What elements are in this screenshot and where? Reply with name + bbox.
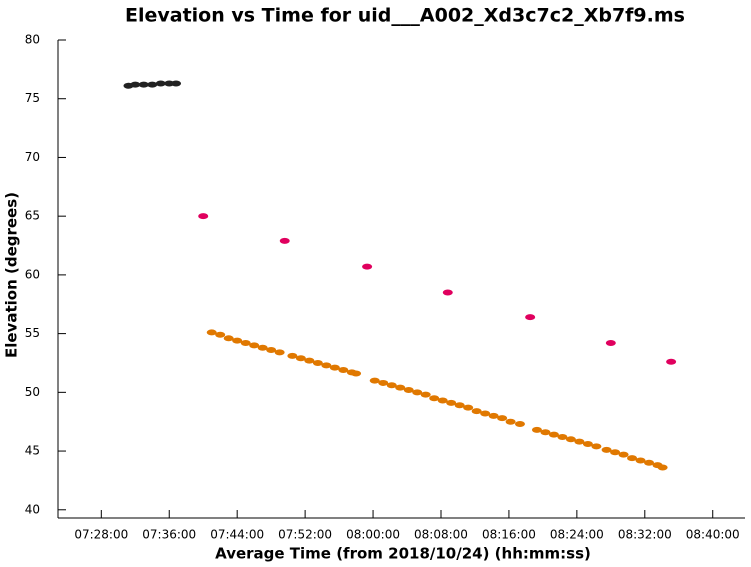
point [155, 80, 166, 87]
point [338, 367, 349, 374]
point [497, 415, 508, 422]
point [429, 395, 440, 402]
point [463, 404, 474, 411]
point [312, 359, 323, 366]
x-tick-label: 07:36:00 [142, 528, 196, 542]
point [369, 377, 380, 384]
point [618, 451, 629, 458]
x-axis-label: Average Time (from 2018/10/24) (hh:mm:ss… [215, 545, 591, 563]
point [266, 347, 277, 354]
point [644, 459, 655, 466]
point [657, 464, 668, 471]
point [591, 443, 602, 450]
point [565, 436, 576, 443]
point [601, 446, 612, 453]
x-tick-label: 07:52:00 [278, 528, 332, 542]
point [666, 358, 677, 365]
point [130, 81, 141, 88]
point [420, 391, 431, 398]
point [287, 352, 298, 359]
point [540, 429, 551, 436]
y-tick-label: 60 [25, 267, 40, 281]
x-tick-label: 08:40:00 [686, 528, 740, 542]
y-tick-label: 45 [25, 444, 40, 458]
point [198, 213, 209, 220]
chart-title: Elevation vs Time for uid___A002_Xd3c7c2… [125, 5, 685, 27]
point [206, 329, 217, 336]
point [442, 289, 453, 296]
point [412, 389, 423, 396]
x-tick-label: 08:08:00 [414, 528, 468, 542]
point [378, 379, 389, 386]
x-tick-label: 07:44:00 [210, 528, 264, 542]
point [480, 410, 491, 417]
point [249, 342, 260, 349]
point [446, 399, 457, 406]
point [351, 370, 362, 377]
point [395, 384, 406, 391]
point [403, 386, 414, 393]
point [274, 349, 285, 356]
point [257, 344, 268, 351]
y-tick-label: 50 [25, 385, 40, 399]
point [215, 331, 226, 338]
y-tick-label: 70 [25, 150, 40, 164]
x-tick-label: 08:00:00 [346, 528, 400, 542]
point [362, 263, 373, 270]
point [329, 364, 340, 371]
point [548, 431, 559, 438]
point [488, 412, 499, 419]
point [138, 81, 149, 88]
point [437, 397, 448, 404]
point [454, 402, 465, 409]
point [627, 455, 638, 462]
point [605, 340, 616, 347]
point [582, 441, 593, 448]
point [635, 457, 646, 464]
point [304, 357, 315, 364]
point [232, 337, 243, 344]
y-tick-label: 80 [25, 33, 40, 47]
point [471, 408, 482, 415]
point [574, 438, 585, 445]
point [531, 426, 542, 433]
x-tick-label: 07:28:00 [74, 528, 128, 542]
y-tick-label: 65 [25, 209, 40, 223]
y-tick-label: 55 [25, 326, 40, 340]
point [505, 418, 516, 425]
y-tick-label: 40 [25, 502, 40, 516]
point [557, 433, 568, 440]
point [240, 340, 251, 347]
point [223, 335, 234, 342]
point [321, 362, 332, 369]
y-axis-label: Elevation (degrees) [3, 192, 21, 358]
point [295, 355, 306, 362]
point [514, 421, 525, 428]
point [171, 80, 182, 87]
point [386, 382, 397, 389]
point [279, 237, 290, 244]
x-tick-label: 08:32:00 [618, 528, 672, 542]
x-tick-label: 08:24:00 [550, 528, 604, 542]
point [147, 81, 158, 88]
point [525, 314, 536, 321]
y-tick-label: 75 [25, 91, 40, 105]
point [610, 449, 621, 456]
x-tick-label: 08:16:00 [482, 528, 536, 542]
